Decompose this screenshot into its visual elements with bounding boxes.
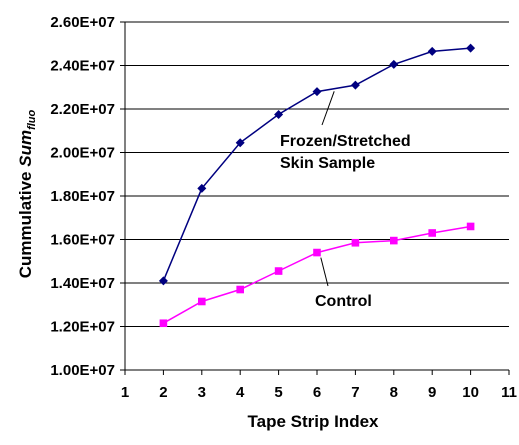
data-point-square (466, 222, 475, 231)
x-tick-label: 6 (313, 384, 321, 401)
data-point-diamond (427, 46, 437, 56)
y-tick-label: 1.80E+07 (50, 188, 115, 205)
data-point-square (159, 319, 168, 328)
y-tick-label: 1.60E+07 (50, 232, 115, 249)
y-tick-label: 2.60E+07 (50, 14, 115, 31)
y-tick-label: 2.40E+07 (50, 58, 115, 75)
leader-line (321, 91, 335, 126)
x-axis-title: Tape Strip Index (248, 412, 380, 431)
y-axis-title-italic: Sum (16, 130, 35, 167)
x-tick-label: 2 (159, 384, 167, 401)
series-label-line: Control (315, 293, 372, 310)
y-tick-label: 2.00E+07 (50, 145, 115, 162)
data-point-diamond (350, 80, 360, 90)
x-tick-label: 10 (462, 384, 479, 401)
data-point-square (390, 236, 398, 245)
series-label-line: Frozen/Stretched (280, 133, 411, 150)
data-point-diamond (389, 59, 399, 69)
data-point-diamond (466, 43, 476, 53)
axes: 1.00E+07 1.20E+07 1.40E+07 1.60E+07 1.80E+07… (50, 14, 517, 401)
x-tick-label: 5 (274, 384, 282, 401)
gridlines (125, 21, 509, 327)
data-point-square (428, 229, 436, 237)
x-tick-label: 11 (501, 384, 517, 401)
leader-line (320, 257, 329, 287)
y-axis-title: Cummulative Sumfluo (16, 109, 38, 278)
data-point-diamond (158, 276, 168, 286)
y-axis-title-prefix: Cummulative (16, 167, 35, 278)
x-tick-label: 4 (236, 384, 245, 401)
series-label-control: Control (315, 293, 372, 310)
data-point-square (351, 238, 360, 247)
y-tick-label: 1.40E+07 (50, 275, 115, 292)
x-tick-label: 7 (351, 384, 359, 401)
series-frozen-stretched (158, 43, 476, 286)
data-point-diamond (312, 87, 322, 97)
data-point-diamond (235, 138, 245, 148)
x-tick-label: 9 (428, 384, 436, 401)
y-tick-label: 2.20E+07 (50, 101, 115, 118)
series-label-line: Skin Sample (280, 155, 375, 172)
y-axis-title-subscript: fluo (26, 109, 38, 129)
series-control (159, 222, 475, 328)
y-tick-label: 1.20E+07 (50, 319, 115, 336)
data-point-diamond (197, 183, 207, 193)
data-point-square (236, 285, 244, 294)
data-point-diamond (274, 109, 284, 119)
series-group (158, 43, 476, 328)
x-tick-label: 8 (390, 384, 398, 401)
series-label-frozen: Frozen/Stretched Skin Sample (280, 133, 411, 172)
y-tick-label: 1.00E+07 (50, 362, 115, 379)
data-point-square (198, 297, 206, 306)
x-tick-label: 1 (121, 384, 129, 401)
data-point-square (313, 248, 321, 257)
x-tick-label: 3 (198, 384, 206, 401)
data-point-square (274, 267, 283, 275)
annotations: Frozen/Stretched Skin Sample Control (280, 91, 411, 310)
